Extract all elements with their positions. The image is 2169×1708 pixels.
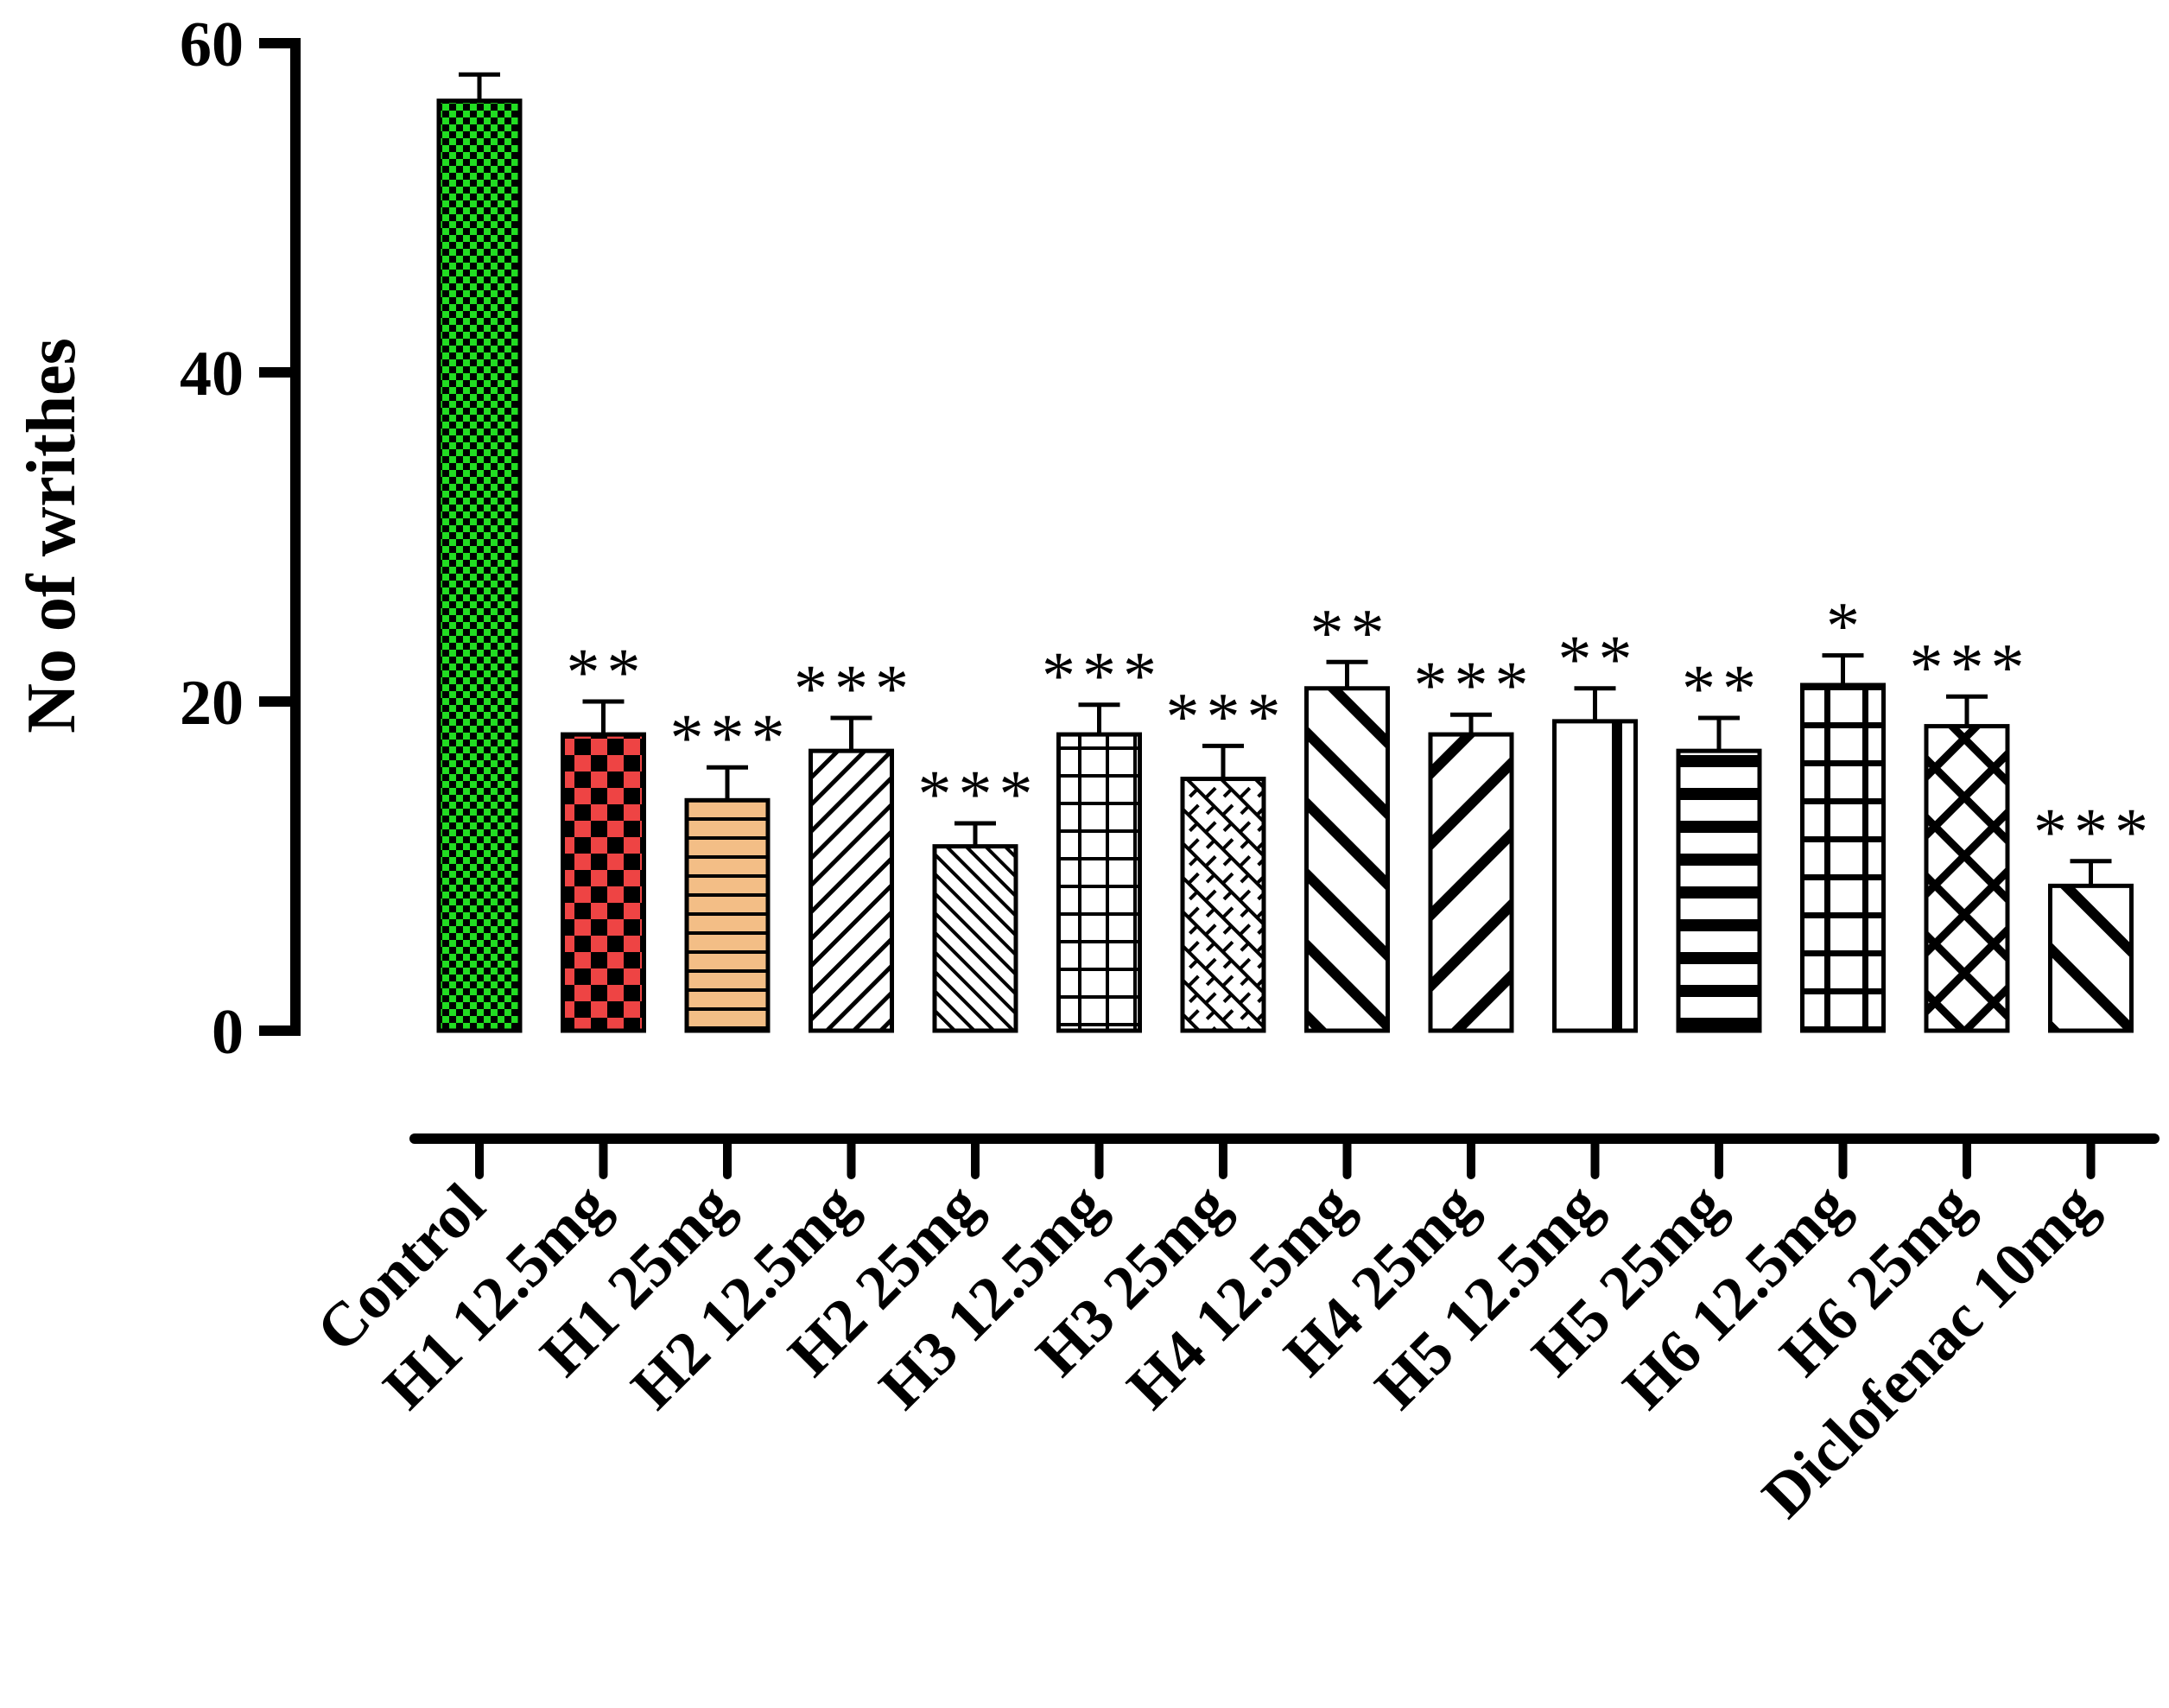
y-axis: 0 20 40 60 xyxy=(180,10,301,1068)
significance-label: *** xyxy=(1166,678,1288,753)
bar-h6-25mg xyxy=(1924,724,2010,1033)
y-tick-label: 60 xyxy=(180,10,244,80)
bars xyxy=(436,98,2134,1033)
y-axis-title: No of writhes xyxy=(14,338,90,733)
significance-label: * xyxy=(1826,588,1867,664)
bar-h4-12-5mg xyxy=(1304,686,1390,1033)
significance-label: ** xyxy=(1558,621,1639,696)
bar-h4-25mg xyxy=(1428,732,1514,1033)
x-axis xyxy=(409,1133,2159,1179)
significance-label: *** xyxy=(794,651,916,726)
significance-label: ** xyxy=(567,634,648,709)
significance-label: *** xyxy=(1414,647,1536,722)
bar-h3-25mg xyxy=(1180,777,1266,1033)
y-tick-label: 40 xyxy=(180,339,244,410)
bar-h2-12-5mg xyxy=(809,748,894,1033)
significance-label: *** xyxy=(1042,638,1164,713)
y-tick-label: 20 xyxy=(180,668,244,739)
bar-control xyxy=(436,98,523,1033)
x-ticks xyxy=(475,1134,2096,1179)
error-bars xyxy=(459,72,2112,886)
bar-h6-12-5mg xyxy=(1800,683,1886,1033)
significance-label: *** xyxy=(670,700,792,775)
significance-label: ** xyxy=(1682,651,1763,726)
bar-h2-25mg xyxy=(932,844,1018,1033)
bar-diclofenac-10mg xyxy=(2048,883,2134,1033)
bar-h3-12-5mg xyxy=(1056,732,1142,1033)
significance-label: *** xyxy=(1910,629,2032,704)
significance-labels: ********************** ** ********* xyxy=(567,588,2155,869)
bar-h5-12-5mg xyxy=(1552,719,1638,1033)
significance-label: *** xyxy=(2033,794,2155,869)
bar-h1-25mg xyxy=(684,797,771,1033)
y-ticks: 0 20 40 60 xyxy=(180,10,301,1068)
y-tick-label: 0 xyxy=(212,997,244,1068)
significance-label: ** xyxy=(1310,594,1392,670)
significance-label: *** xyxy=(918,756,1040,831)
bar-h1-12-5mg xyxy=(561,732,646,1033)
bar-h5-25mg xyxy=(1676,748,1762,1033)
